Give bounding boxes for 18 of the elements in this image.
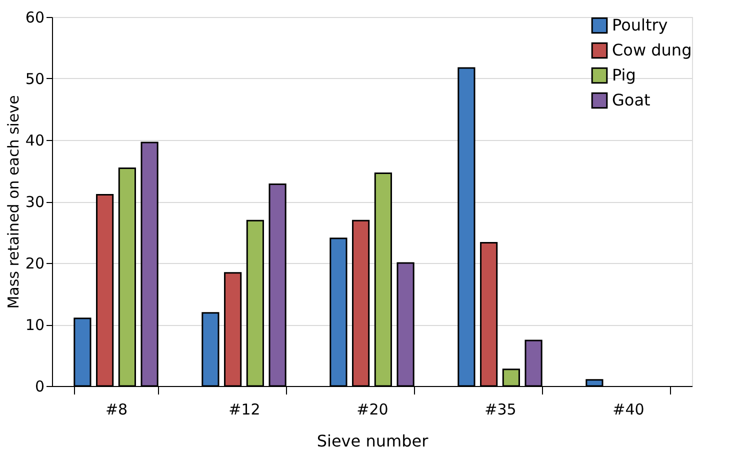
y-tick-label: 0 xyxy=(34,378,44,396)
y-axis-title: Mass retained on each sieve xyxy=(4,95,22,309)
legend-label: Pig xyxy=(612,66,636,84)
legend-label: Cow dung xyxy=(612,40,692,60)
y-tick-label: 10 xyxy=(25,316,44,334)
y-tick-label: 40 xyxy=(25,132,44,150)
x-tick-label: #20 xyxy=(356,400,388,418)
x-tick-label: #8 xyxy=(105,400,128,418)
y-tick-label: 20 xyxy=(25,254,44,272)
legend-label: Goat xyxy=(612,90,650,110)
x-tick-label: #12 xyxy=(228,400,260,418)
y-tick-label: 60 xyxy=(25,8,44,26)
x-tick-label: #35 xyxy=(484,400,516,418)
y-tick-label: 50 xyxy=(25,70,44,88)
y-tick-label: 30 xyxy=(25,193,44,211)
x-tick-label: #40 xyxy=(612,400,644,418)
legend-label: Poultry xyxy=(612,16,668,34)
x-axis-title: Sieve number xyxy=(316,432,429,450)
